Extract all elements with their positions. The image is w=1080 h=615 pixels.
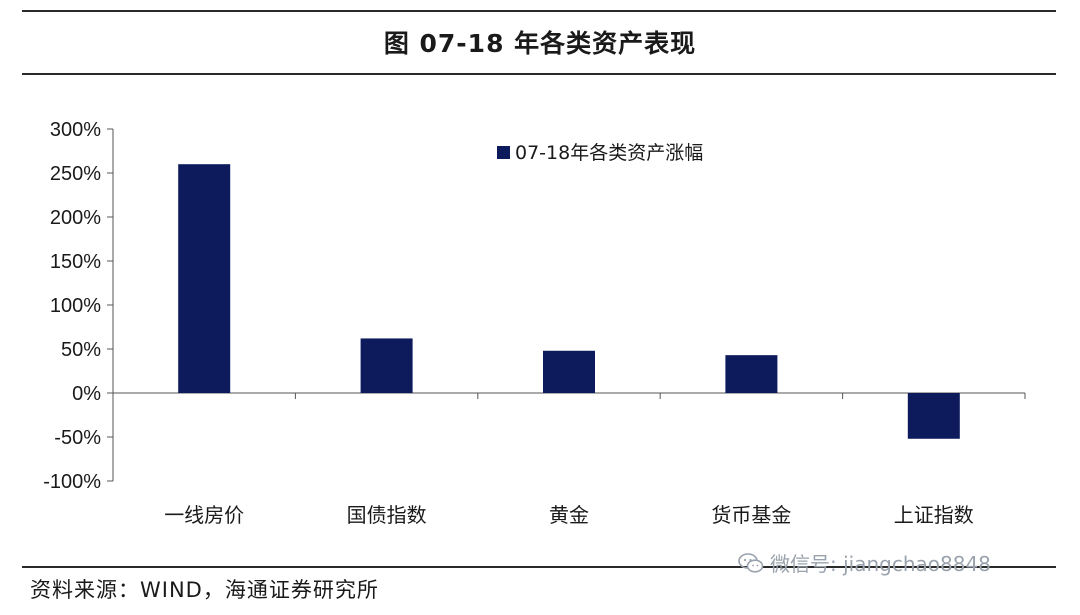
category-label: 货币基金	[711, 503, 791, 527]
category-label: 一线房价	[164, 503, 244, 527]
legend-swatch	[497, 146, 510, 159]
title-rule	[22, 73, 1056, 75]
bar	[907, 393, 960, 439]
category-label: 国债指数	[347, 503, 427, 527]
wechat-icon	[738, 552, 764, 573]
legend-label: 07-18年各类资产涨幅	[515, 142, 703, 164]
y-tick-label: 250%	[50, 163, 101, 185]
y-tick-label: 50%	[61, 339, 101, 361]
y-tick-label: -100%	[43, 471, 101, 493]
bar	[725, 355, 778, 393]
y-tick-label: -50%	[54, 427, 101, 449]
y-tick-label: 150%	[50, 251, 101, 273]
source-note: 资料来源：WIND，海通证券研究所	[30, 578, 379, 602]
bar-chart: -100% -50% 0% 50% 100% 150% 200% 250% 300% 一线房价 国债…	[43, 119, 1026, 527]
page-title: 图 07-18 年各类资产表现	[383, 29, 697, 58]
bar	[360, 338, 413, 393]
category-label: 黄金	[549, 503, 589, 527]
bar	[178, 164, 231, 393]
bar	[543, 350, 595, 393]
watermark-text: 微信号: jiangchao8848	[770, 552, 991, 576]
bottom-rule	[22, 566, 1056, 568]
top-rule	[22, 10, 1056, 12]
y-tick-label: 200%	[50, 207, 101, 229]
y-tick-label: 100%	[50, 295, 101, 317]
y-tick-label: 300%	[50, 119, 101, 141]
watermark: 微信号: jiangchao8848	[738, 548, 991, 577]
category-label: 上证指数	[894, 503, 974, 527]
y-tick-label: 0%	[72, 383, 101, 405]
